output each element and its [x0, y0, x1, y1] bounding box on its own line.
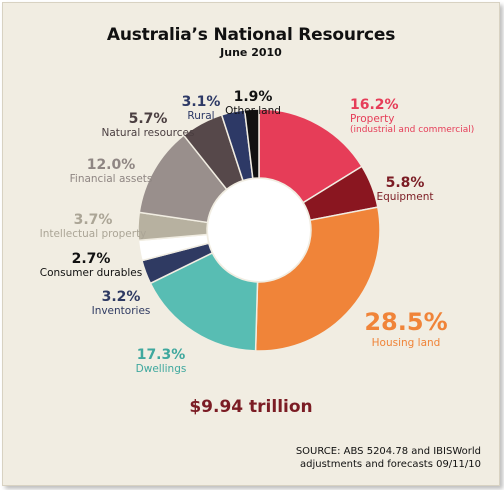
slice-label: Financial assets	[69, 173, 153, 186]
label-property: 16.2% Property (industrial and commercia…	[350, 97, 474, 136]
slice-label: Equipment	[376, 191, 434, 204]
slice-dwellings	[149, 251, 259, 352]
slice-value: 2.7%	[71, 251, 111, 267]
label-dwellings: 17.3% Dwellings	[121, 347, 201, 375]
slice-sublabel: (industrial and commercial)	[350, 125, 475, 136]
slice-label: Natural resources	[101, 127, 195, 140]
slice-other-land	[243, 108, 260, 180]
slice-value: 12.0%	[86, 157, 136, 173]
chart-subtitle: June 2010	[220, 46, 282, 59]
slice-value: 3.1%	[181, 94, 221, 110]
label-other-land: 1.9% Other land	[223, 89, 283, 117]
source-note: SOURCE: ABS 5204.78 and IBISWorld adjust…	[296, 445, 481, 471]
total-value: $9.94 trillion	[189, 397, 313, 417]
infographic-frame: Australia’s National Resources June 2010…	[2, 2, 500, 486]
label-rural: 3.1% Rural	[179, 94, 223, 122]
slice-value: 17.3%	[136, 347, 186, 363]
slice-value: 3.2%	[101, 289, 141, 305]
source-line: SOURCE: ABS 5204.78 and IBISWorld	[295, 446, 481, 457]
slice-value: 3.7%	[73, 212, 113, 228]
slice-label: Dwellings	[135, 363, 187, 376]
chart-title: Australia’s National Resources	[106, 25, 396, 45]
slice-value: 5.7%	[128, 111, 168, 127]
slice-label: Consumer durables	[39, 267, 143, 280]
slice-label: Rural	[187, 110, 215, 123]
label-financial-assets: 12.0% Financial assets	[61, 157, 161, 185]
slice-label: Property	[350, 113, 395, 126]
label-intellectual-property: 3.7% Intellectual property	[25, 212, 161, 240]
slice-label: Inventories	[91, 305, 151, 318]
slice-label: Intellectual property	[39, 228, 147, 241]
label-housing-land: 28.5% Housing land	[351, 308, 461, 349]
label-consumer-durables: 2.7% Consumer durables	[31, 251, 151, 279]
label-inventories: 3.2% Inventories	[81, 289, 161, 317]
slice-housing-land	[254, 206, 381, 352]
donut-hole	[208, 179, 310, 281]
slice-label: Housing land	[371, 336, 441, 349]
slice-value: 16.2%	[350, 97, 399, 113]
slice-value: 28.5%	[364, 308, 448, 336]
label-natural-resources: 5.7% Natural resources	[95, 111, 201, 139]
slice-label: Other land	[225, 105, 281, 118]
source-line: adjustments and forecasts 09/11/10	[300, 459, 481, 470]
slice-value: 5.8%	[385, 175, 425, 191]
donut-chart	[137, 108, 381, 352]
slice-value: 1.9%	[233, 89, 273, 105]
label-equipment: 5.8% Equipment	[365, 175, 445, 203]
slice-property	[258, 108, 363, 204]
